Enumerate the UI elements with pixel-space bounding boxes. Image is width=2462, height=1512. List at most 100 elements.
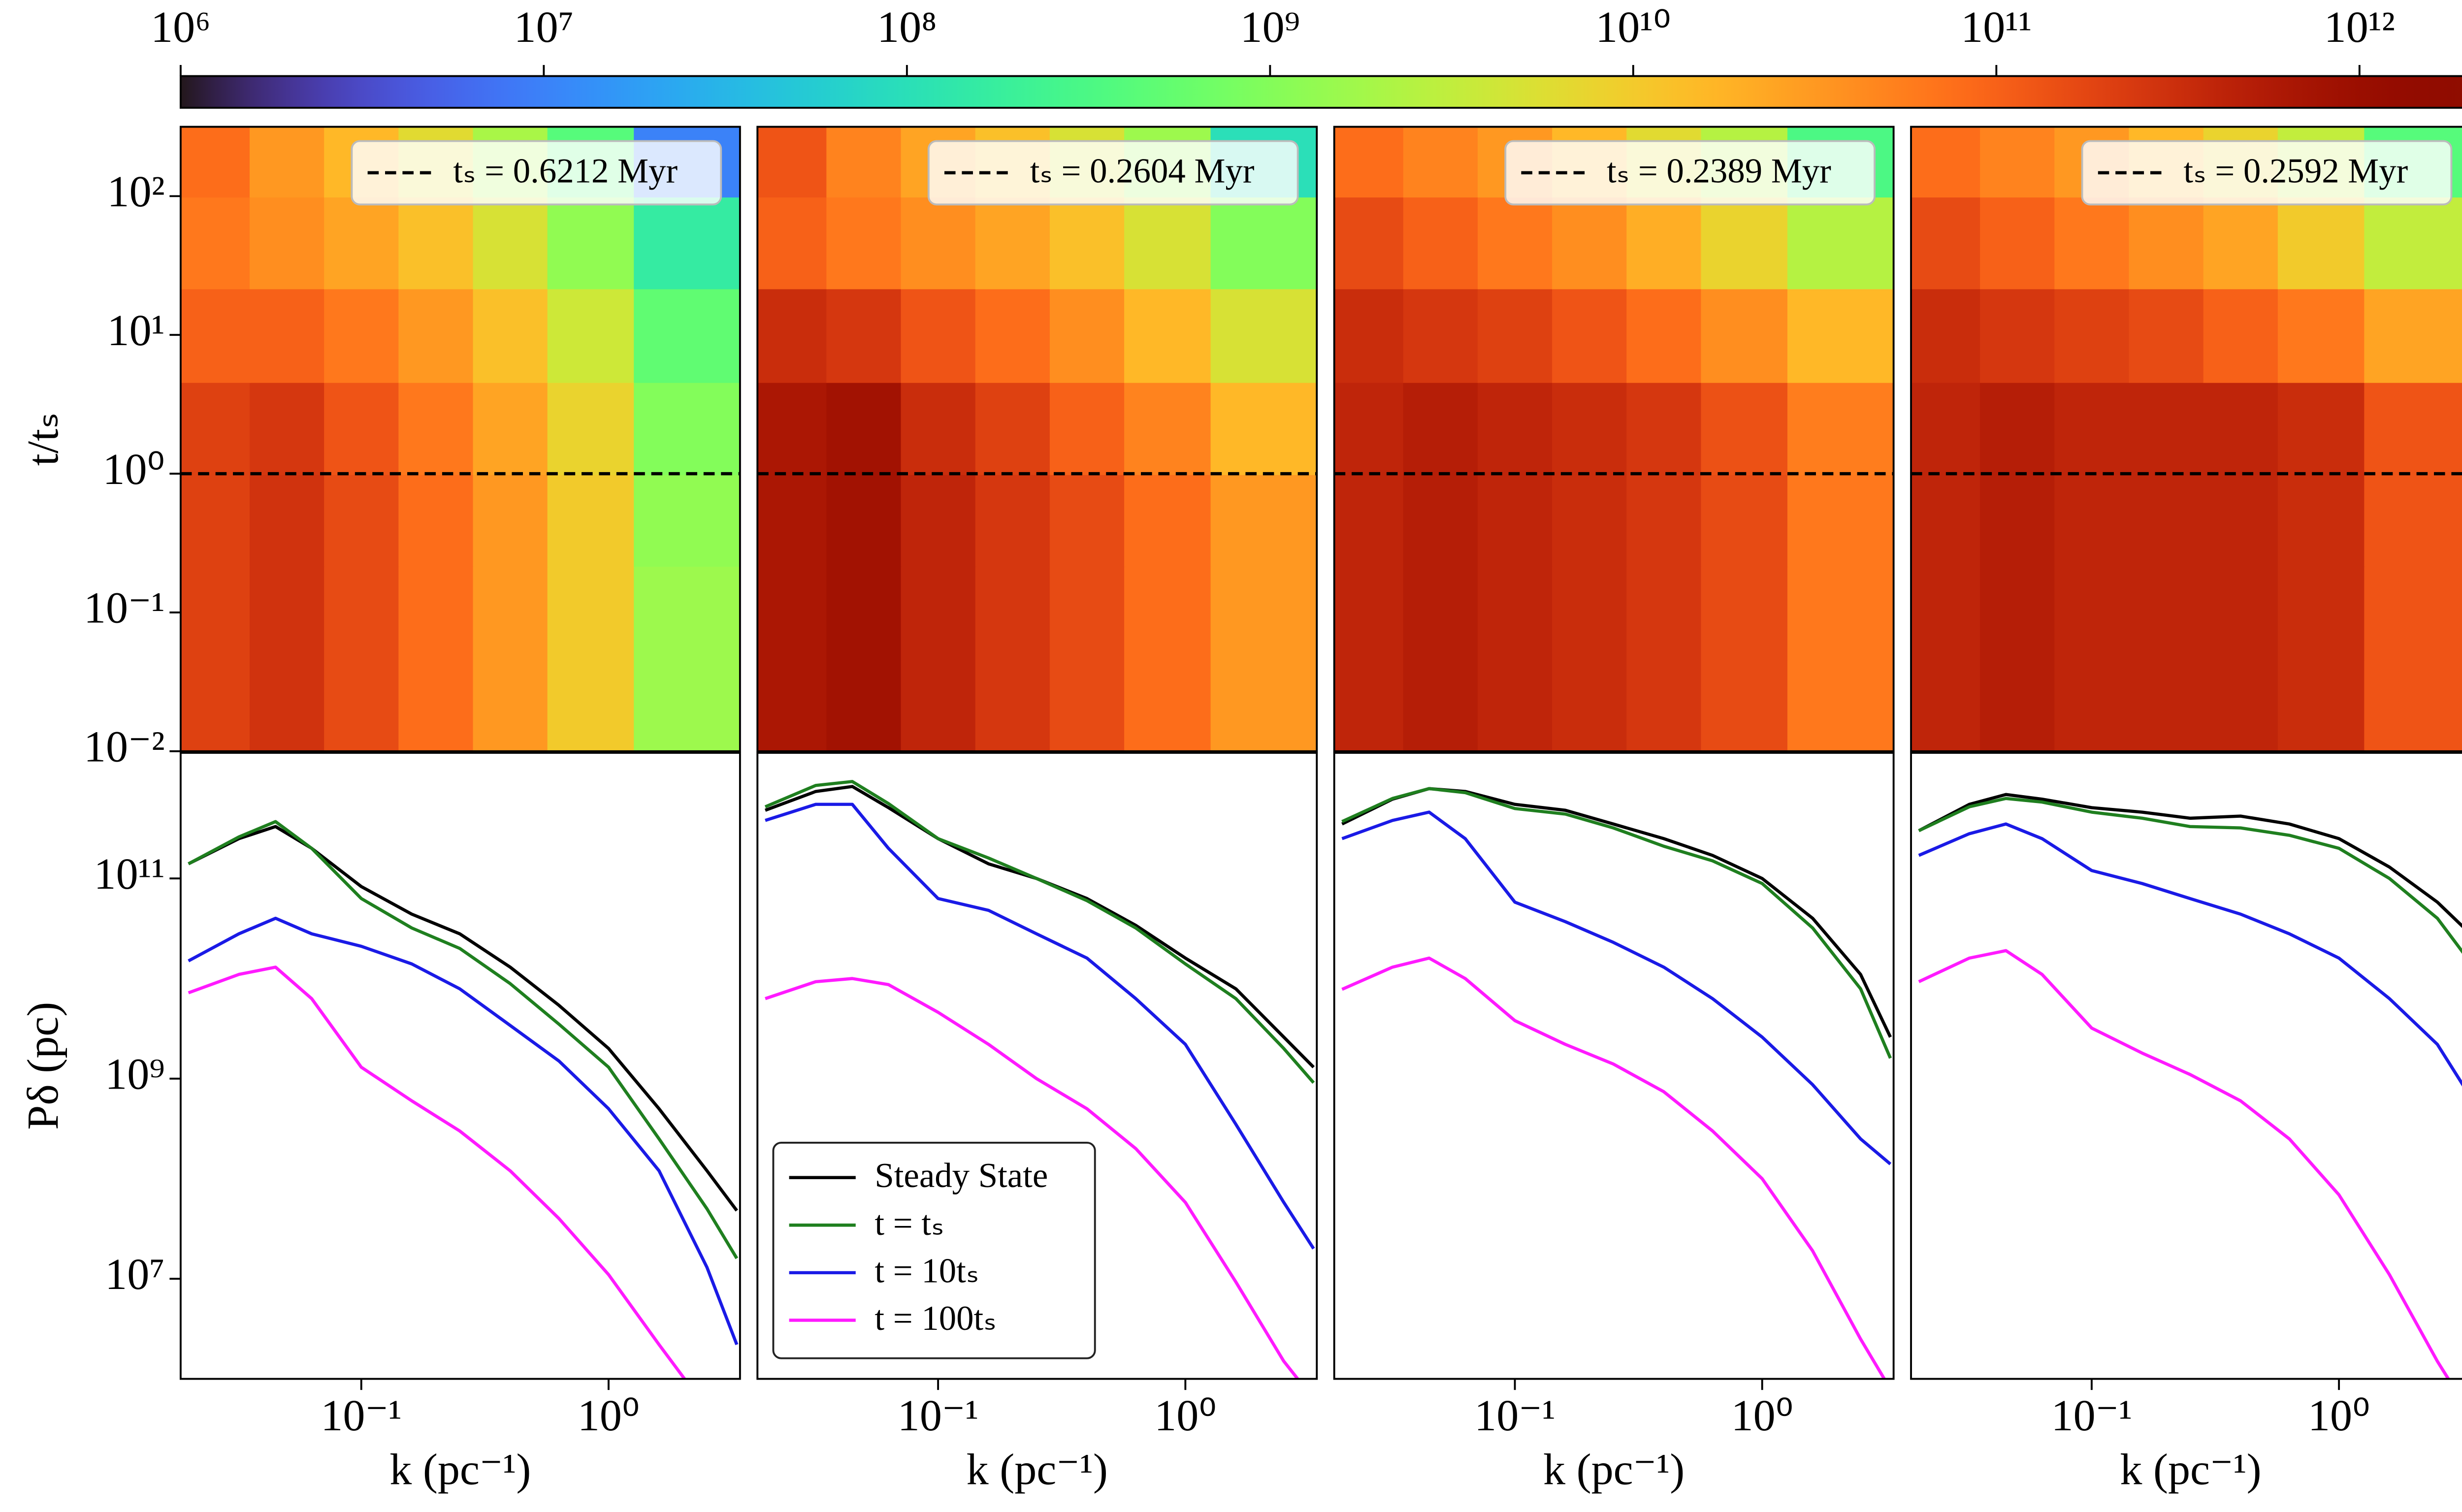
heatmap-cell — [975, 288, 1051, 383]
plot-area — [764, 780, 1315, 1379]
series-line — [1918, 949, 2451, 1379]
legend-box — [351, 140, 722, 206]
x-axis-label: k (pc⁻¹) — [967, 1445, 1108, 1494]
heatmap-cell — [2364, 288, 2462, 383]
legend-label: t = 10tₛ — [875, 1252, 979, 1290]
heatmap-cell — [249, 127, 325, 198]
heatmap-cell — [826, 566, 902, 661]
heatmap-cell — [975, 474, 1051, 567]
heatmap-cell — [1334, 196, 1404, 290]
heatmap-cell — [398, 288, 474, 383]
heatmap-cell — [901, 288, 976, 383]
heatmap-cell — [1552, 566, 1628, 661]
legend-label: Steady State — [875, 1157, 1048, 1195]
series-line — [188, 825, 738, 1212]
x-tick-label: 10⁻¹ — [1474, 1391, 1555, 1440]
x-axis-label: k (pc⁻¹) — [389, 1445, 531, 1494]
heatmap-cell — [1124, 288, 1212, 383]
heatmap-cell — [901, 382, 976, 475]
heatmap-cell — [1626, 474, 1702, 567]
heatmap-cell — [1911, 659, 1981, 751]
plot-area — [180, 127, 740, 751]
heatmap-cell — [1787, 382, 1894, 475]
series-line — [764, 780, 1315, 1084]
heatmap-cell — [180, 382, 251, 475]
heatmap-cell — [2364, 659, 2462, 751]
heatmap-cell — [1403, 127, 1479, 198]
plot-area — [1911, 127, 2462, 751]
heatmap-cell — [901, 474, 976, 567]
heatmap-cell — [1049, 659, 1126, 751]
y-axis-label: t/tₛ — [19, 412, 67, 466]
heatmap-cell — [1477, 288, 1554, 383]
heatmap-cell — [2054, 382, 2130, 475]
frame — [756, 752, 1318, 1380]
colorbar-tick-label: 10¹⁰ — [1595, 3, 1671, 52]
heatmap-cell — [398, 382, 474, 475]
heatmap-cell — [634, 566, 740, 661]
heatmap-cell — [1911, 288, 1981, 383]
plot-area — [1341, 787, 1892, 1379]
series-line — [188, 820, 739, 1259]
heatmap-cell — [473, 196, 549, 290]
heatmap-cell — [1911, 196, 1981, 290]
heatmap-cell — [2129, 196, 2204, 290]
frame — [179, 752, 741, 1380]
heatmap-cell — [826, 196, 902, 290]
heatmap-cell — [975, 566, 1051, 661]
colorbar-tick-label: 10⁸ — [877, 3, 937, 52]
legend-label: tₛ = 0.6212 Myr — [453, 152, 678, 190]
heatmap-cell — [2364, 566, 2462, 661]
heatmap-cell — [1403, 196, 1479, 290]
heatmap-cell — [2277, 474, 2365, 567]
x-tick-label: 10⁰ — [1154, 1391, 1216, 1440]
y-tick-label: 10² — [107, 167, 165, 216]
frame — [1333, 752, 1895, 1380]
heatmap-cell — [473, 474, 549, 567]
heatmap-cell — [2203, 474, 2279, 567]
series-line — [765, 803, 1315, 1250]
series-line — [188, 965, 687, 1379]
heatmap-cell — [2203, 196, 2279, 290]
y-tick-label: 10⁰ — [102, 445, 164, 494]
heatmap-cell — [249, 659, 325, 751]
heatmap-cell — [1980, 474, 2056, 567]
heatmap-cell — [249, 196, 325, 290]
heatmap-cell — [249, 382, 325, 475]
heatmap-cell — [757, 127, 828, 198]
heatmap-cell — [2277, 288, 2365, 383]
heatmap-cell — [1210, 196, 1317, 290]
frame — [1910, 752, 2462, 1380]
heatmap-cell — [1477, 659, 1554, 751]
heatmap-cell — [826, 659, 902, 751]
heatmap-cell — [1210, 659, 1317, 751]
heatmap-cell — [1334, 127, 1404, 198]
heatmap-cell — [757, 474, 828, 567]
heatmap-cell — [826, 382, 902, 475]
heatmap-cell — [1477, 196, 1554, 290]
heatmap-cell — [2203, 659, 2279, 751]
heatmap-cell — [1210, 474, 1317, 567]
heatmap-cell — [975, 659, 1051, 751]
heatmap-cell — [1701, 382, 1788, 475]
plot-area — [1334, 127, 1894, 751]
heatmap-cell — [1701, 196, 1788, 290]
x-tick-label: 10⁰ — [2308, 1391, 2370, 1440]
heatmap-cell — [2203, 382, 2279, 475]
heatmap-cell — [1911, 382, 1981, 475]
heatmap-cell — [324, 474, 400, 567]
heatmap-cell — [1210, 382, 1317, 475]
heatmap-cell — [1701, 659, 1788, 751]
heatmap-cell — [249, 566, 325, 661]
colorbar-tick-label: 10⁶ — [151, 3, 211, 52]
heatmap-cell — [1403, 659, 1479, 751]
x-tick-label: 10⁻¹ — [898, 1391, 979, 1440]
heatmap-cell — [2277, 659, 2365, 751]
heatmap-cell — [1980, 382, 2056, 475]
heatmap-cell — [1049, 566, 1126, 661]
series-line — [1918, 793, 2462, 928]
heatmap-cell — [1334, 474, 1404, 567]
heatmap-cell — [1980, 127, 2056, 198]
heatmap-cell — [547, 474, 635, 567]
